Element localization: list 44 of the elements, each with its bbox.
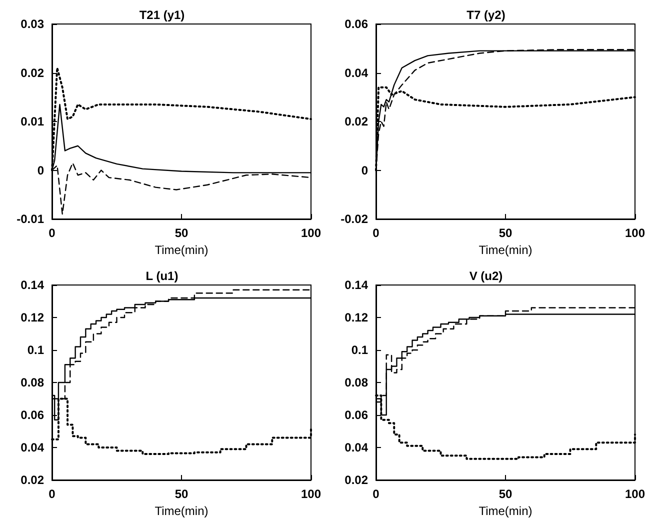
y-tick-label: 0.03 bbox=[20, 17, 44, 31]
y-tick-label: 0.1 bbox=[27, 343, 44, 357]
chart-title: L (u1) bbox=[146, 269, 178, 283]
x-axis-title: Time(min) bbox=[478, 242, 532, 257]
y-tick-label: 0.06 bbox=[344, 17, 368, 31]
y-tick-label: 0.04 bbox=[344, 66, 368, 80]
y-tick-label: 0.06 bbox=[344, 408, 368, 422]
x-tick-label: 0 bbox=[372, 487, 380, 501]
y-tick-label: 0.02 bbox=[344, 473, 368, 487]
y-tick-label: 0 bbox=[361, 163, 368, 178]
y-tick-label: 0.12 bbox=[20, 310, 44, 324]
y-tick-label: 0.04 bbox=[344, 440, 368, 454]
y-tick-label: 0.02 bbox=[344, 114, 368, 128]
x-tick-label: 0 bbox=[372, 226, 380, 240]
chart-title: T21 (y1) bbox=[139, 8, 185, 22]
x-tick-label: 0 bbox=[48, 226, 56, 240]
y-tick-label: 0.14 bbox=[344, 278, 368, 292]
y-tick-label: 0.1 bbox=[351, 343, 368, 357]
chart-title: V (u2) bbox=[469, 269, 503, 283]
x-tick-label: 0 bbox=[48, 487, 56, 501]
y-tick-label: 0.08 bbox=[20, 376, 44, 390]
y-tick-label: 0.04 bbox=[20, 440, 44, 454]
x-tick-label: 100 bbox=[624, 226, 646, 240]
x-axis-title: Time(min) bbox=[478, 504, 532, 518]
x-axis-title: Time(min) bbox=[154, 242, 208, 257]
y-tick-label: 0.08 bbox=[344, 376, 368, 390]
x-tick-label: 100 bbox=[624, 487, 646, 501]
x-tick-label: 100 bbox=[300, 487, 322, 501]
y-tick-label: -0.02 bbox=[340, 212, 368, 226]
x-tick-label: 50 bbox=[174, 226, 188, 240]
y-tick-label: 0.12 bbox=[344, 310, 368, 324]
y-tick-label: 0.02 bbox=[20, 473, 44, 487]
x-tick-label: 50 bbox=[498, 226, 512, 240]
y-tick-label: 0.02 bbox=[20, 66, 44, 80]
y-tick-label: 0.06 bbox=[20, 408, 44, 422]
y-tick-label: 0.14 bbox=[20, 278, 44, 292]
y-tick-label: 0 bbox=[37, 163, 44, 178]
x-axis-title: Time(min) bbox=[154, 504, 208, 518]
x-tick-label: 50 bbox=[174, 487, 188, 501]
y-tick-label: -0.01 bbox=[16, 212, 44, 226]
y-tick-label: 0.01 bbox=[20, 114, 44, 128]
x-tick-label: 50 bbox=[498, 487, 512, 501]
x-tick-label: 100 bbox=[300, 226, 322, 240]
chart-title: T7 (y2) bbox=[466, 8, 506, 22]
